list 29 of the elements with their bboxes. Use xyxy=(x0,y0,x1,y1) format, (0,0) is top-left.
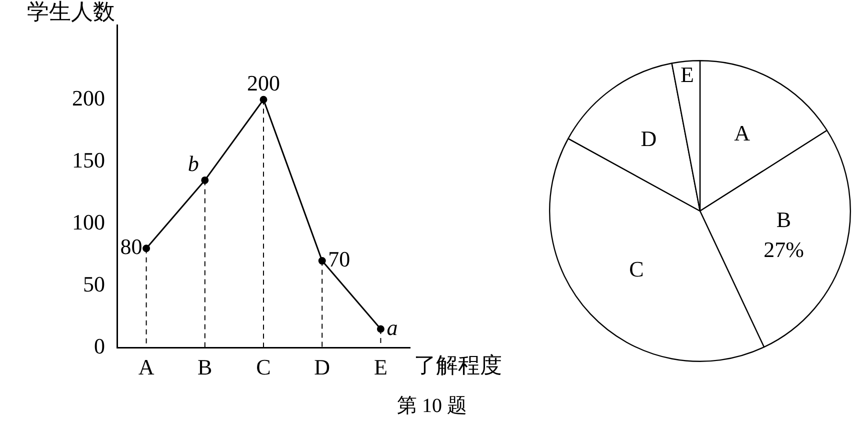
y-tick-label: 100 xyxy=(72,209,105,234)
y-tick-label: 50 xyxy=(83,271,105,296)
point xyxy=(142,244,150,252)
slice-label: B xyxy=(776,207,792,232)
point xyxy=(201,176,209,184)
x-axis-title: 了解程度 xyxy=(414,352,502,378)
x-tick-label: D xyxy=(314,354,330,380)
data-label: 80 xyxy=(120,234,142,260)
slice-label: E xyxy=(680,62,694,88)
x-tick-label: B xyxy=(198,354,212,380)
point xyxy=(318,257,326,265)
slice-label: A xyxy=(734,120,750,146)
y-tick-label: 0 xyxy=(94,333,105,358)
slice-label: D xyxy=(640,126,657,152)
slice-label: C xyxy=(629,256,644,282)
data-label: 70 xyxy=(328,246,350,272)
data-label: 27% xyxy=(764,237,804,262)
x-tick-label: E xyxy=(374,354,388,380)
text: 第 10 题 xyxy=(396,394,468,419)
x-tick-label: C xyxy=(256,354,271,380)
y-tick-label: 200 xyxy=(72,85,105,110)
y-axis-title: 学生人数 xyxy=(27,0,115,24)
data-label: 200 xyxy=(247,70,280,96)
data-label: a xyxy=(386,314,398,340)
x-tick-label: A xyxy=(138,354,154,380)
point xyxy=(260,96,268,104)
point xyxy=(376,325,384,333)
y-tick-label: 150 xyxy=(72,147,105,172)
data-label: b xyxy=(188,150,199,176)
